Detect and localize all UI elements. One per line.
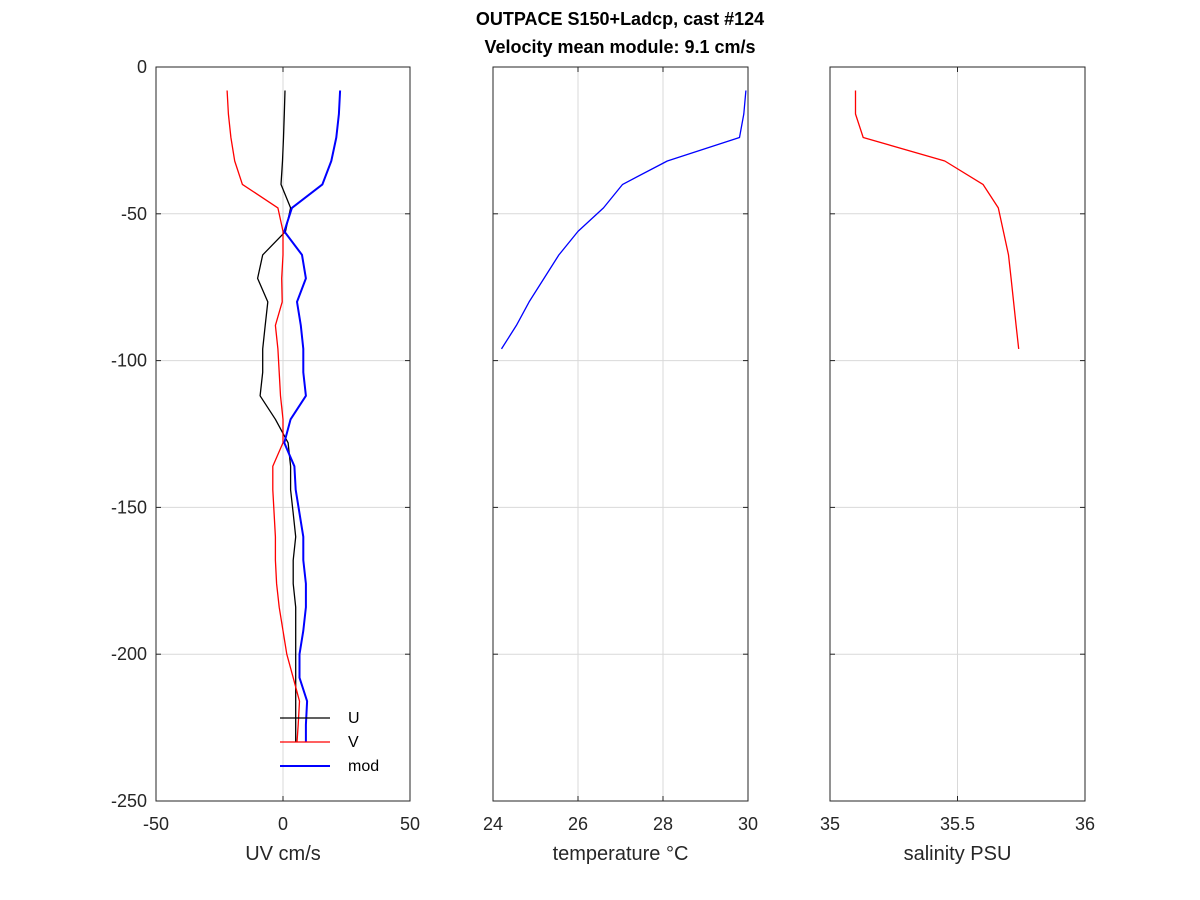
legend-label-mod: mod — [348, 758, 379, 775]
uv-xlabel: UV cm/s — [245, 843, 321, 865]
temperature-panel: 24 26 28 30 temperature °C — [483, 66, 758, 865]
legend-label-v: V — [348, 734, 359, 751]
temperature-xtick-label: 26 — [568, 814, 588, 834]
uv-line-mod — [283, 90, 342, 743]
temperature-xtick-label: 24 — [483, 814, 503, 834]
salinity-xtick-label: 36 — [1075, 814, 1095, 834]
chart-title-line1: OUTPACE S150+Ladcp, cast #124 — [476, 9, 764, 29]
uv-xtick-label: -50 — [143, 814, 169, 834]
uv-ytick-label: -50 — [121, 204, 147, 224]
temperature-xtick-label: 30 — [738, 814, 758, 834]
salinity-panel: 35 35.5 36 salinity PSU — [820, 66, 1095, 865]
salinity-xtick-label: 35.5 — [940, 814, 975, 834]
salinity-xlabel: salinity PSU — [904, 843, 1012, 865]
temperature-xtick-label: 28 — [653, 814, 673, 834]
temperature-xlabel: temperature °C — [553, 843, 689, 865]
temperature-axes-box — [492, 66, 749, 802]
uv-ytick-label: 0 — [137, 57, 147, 77]
temperature-line-series-0 — [500, 90, 747, 350]
salinity-xtick-label: 35 — [820, 814, 840, 834]
uv-ytick-label: -200 — [111, 644, 147, 664]
uv-ytick-label: -250 — [111, 791, 147, 811]
uv-ytick-label: -100 — [111, 351, 147, 371]
uv-ytick-label: -150 — [111, 497, 147, 517]
uv-line-u — [256, 90, 297, 743]
chart-title-line2: Velocity mean module: 9.1 cm/s — [484, 37, 755, 57]
salinity-line-series-0 — [854, 90, 1020, 349]
legend-label-u: U — [348, 710, 360, 727]
uv-xtick-label: 50 — [400, 814, 420, 834]
uv-line-v — [226, 90, 301, 743]
uv-xtick-label: 0 — [278, 814, 288, 834]
